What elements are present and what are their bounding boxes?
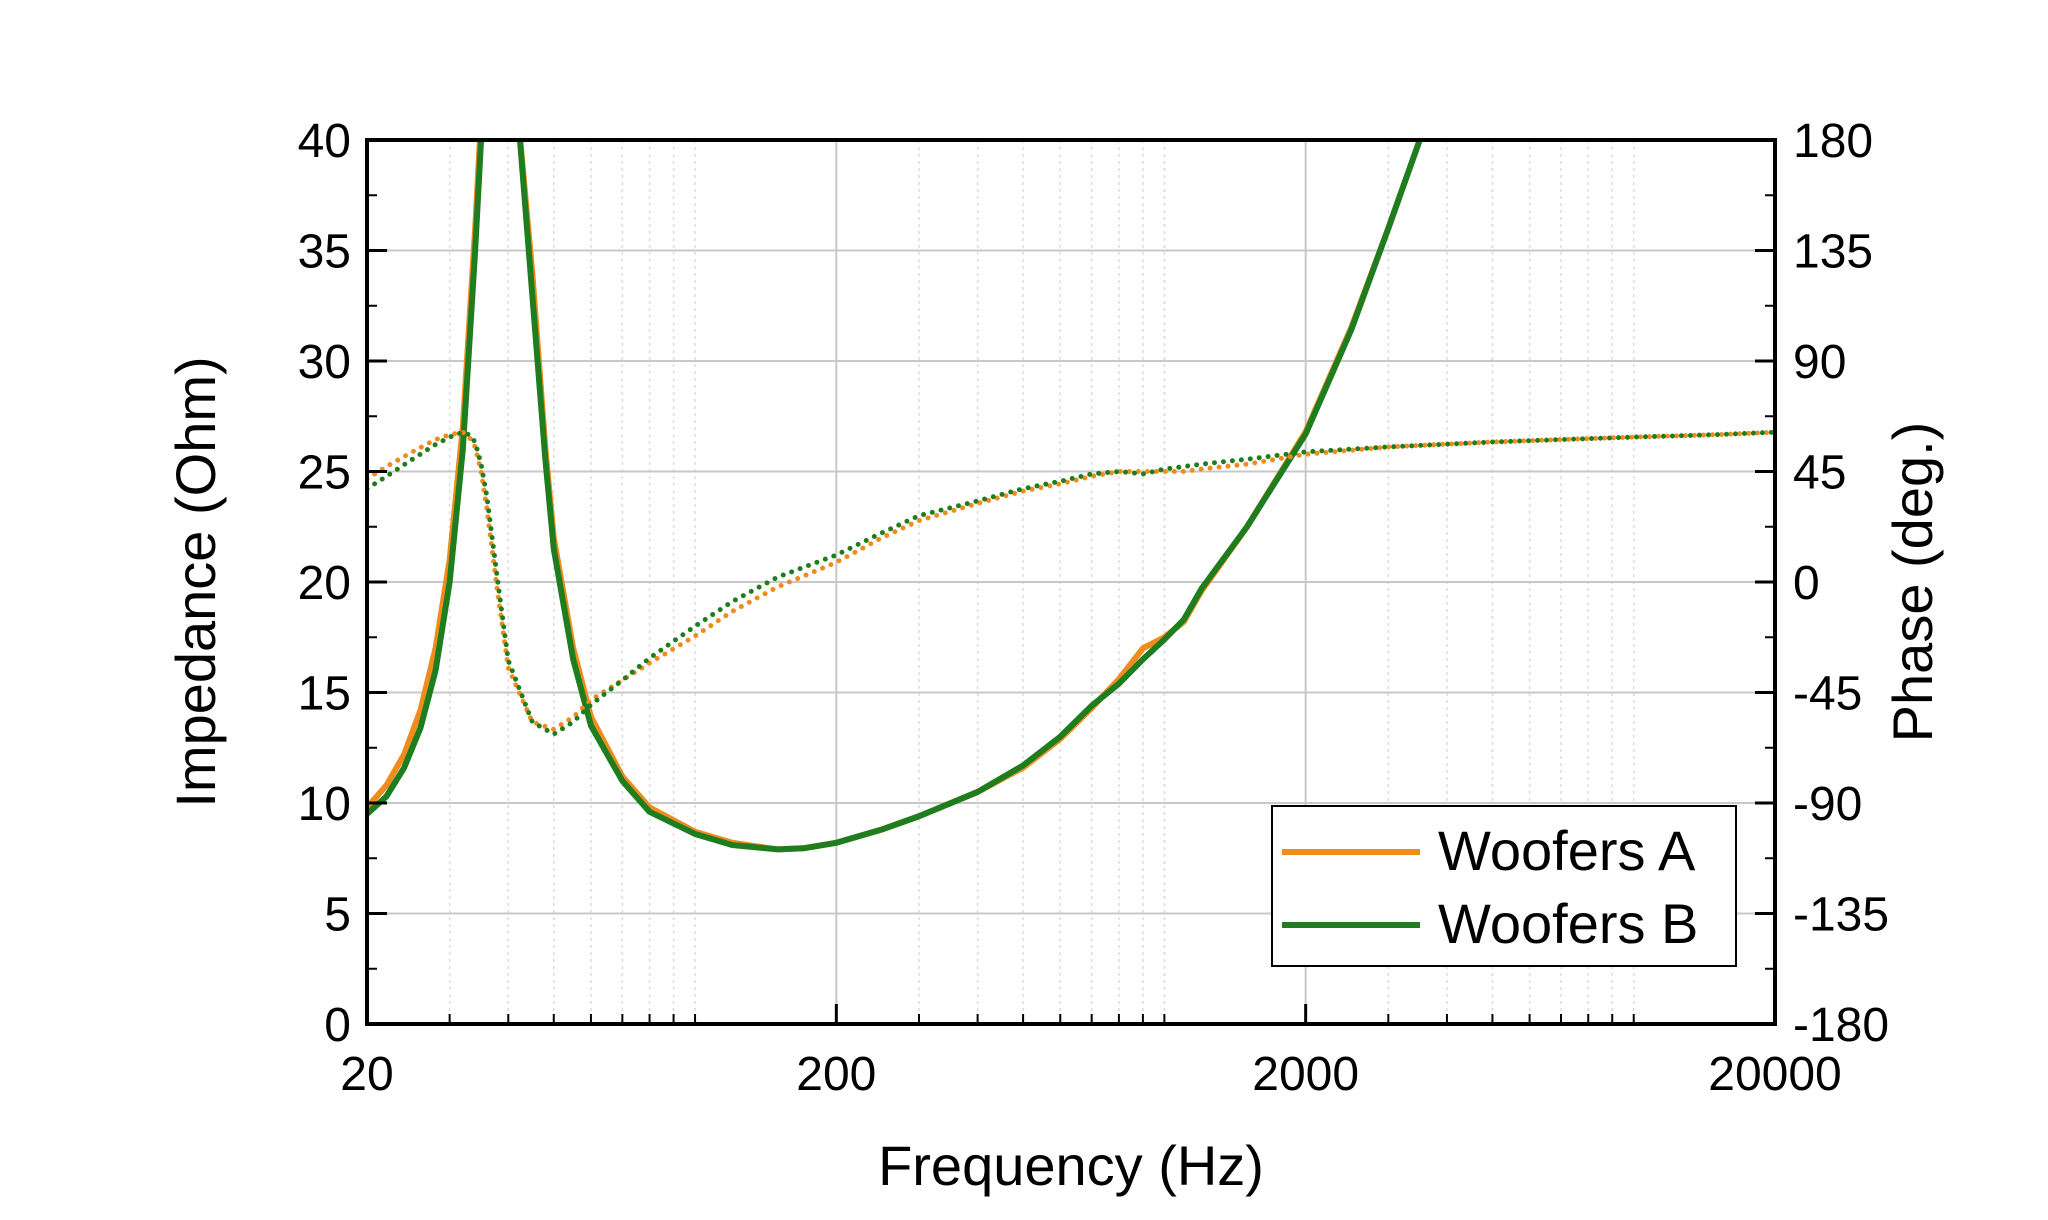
- y-left-tick-label: 15: [298, 668, 351, 721]
- y-right-tick-label: -45: [1793, 668, 1862, 721]
- right-axis-title: Phase (deg.): [1881, 422, 1944, 743]
- x-tick-label: 200: [796, 1048, 876, 1101]
- y-right-tick-label: -180: [1793, 999, 1889, 1052]
- y-left-tick-label: 40: [298, 115, 351, 168]
- tick-labels: 20 200 2000 20000 0 5 10 15 20 25 30 35 40 -180 -135 -9…: [298, 115, 1889, 1101]
- y-right-tick-label: 45: [1793, 447, 1846, 500]
- y-right-tick-label: 180: [1793, 115, 1873, 168]
- x-tick-label: 20: [340, 1048, 393, 1101]
- legend-box: [1271, 805, 1737, 967]
- y-left-tick-label: 25: [298, 447, 351, 500]
- y-right-tick-label: -90: [1793, 778, 1862, 831]
- series-layer: [367, 140, 1775, 853]
- phase-line-woofers-b: [367, 429, 1775, 737]
- y-left-tick-label: 10: [298, 778, 351, 831]
- y-right-tick-label: -135: [1793, 889, 1889, 942]
- y-left-tick-label: 0: [324, 999, 351, 1052]
- x-tick-label: 20000: [1708, 1048, 1841, 1101]
- major-gridlines: [367, 140, 1775, 1024]
- legend: Woofers A Woofers B: [1271, 805, 1737, 967]
- impedance-line-woofers-b: [367, 140, 1423, 853]
- y-left-tick-label: 30: [298, 336, 351, 389]
- axis-ticks: [365, 138, 1777, 1026]
- y-left-tick-label: 20: [298, 557, 351, 610]
- left-axis-title: Impedance (Ohm): [164, 356, 227, 807]
- x-tick-label: 2000: [1252, 1048, 1359, 1101]
- x-axis-title: Frequency (Hz): [878, 1134, 1264, 1197]
- y-left-tick-label: 35: [298, 226, 351, 279]
- y-right-tick-label: 90: [1793, 336, 1846, 389]
- legend-label-woofers-a: Woofers A: [1438, 819, 1696, 882]
- legend-label-woofers-b: Woofers B: [1438, 892, 1698, 955]
- y-left-tick-label: 5: [324, 889, 351, 942]
- y-right-tick-label: 135: [1793, 226, 1873, 279]
- y-right-tick-label: 0: [1793, 557, 1820, 610]
